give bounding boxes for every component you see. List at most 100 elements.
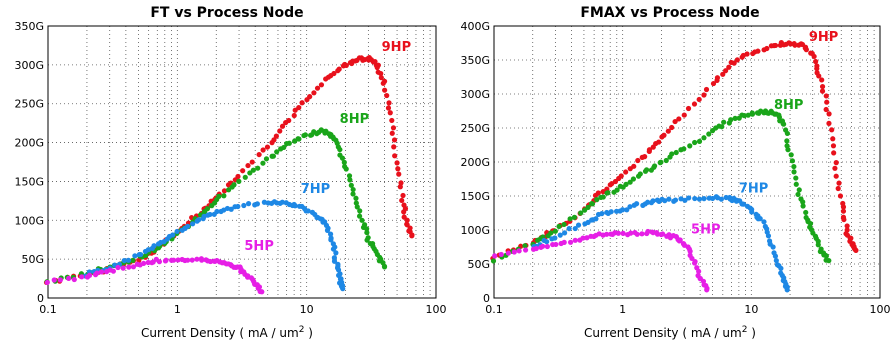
fmax-5hp-point (544, 243, 550, 250)
ft-plot-frame (47, 25, 437, 299)
ft-5hp-point (86, 272, 93, 278)
ft-8hp-point (204, 206, 211, 212)
fmax-8hp-point (589, 201, 596, 207)
fmax-8hp-point (796, 187, 802, 193)
ft-5hp-point (189, 257, 195, 263)
ft-y-tick-label: 300G (14, 59, 44, 72)
fmax-9hp-point (720, 71, 726, 77)
ft-9hp-point (245, 162, 251, 169)
fmax-x-tick-label: 10 (744, 303, 758, 316)
fmax-8hp-point (490, 258, 497, 264)
fmax-8hp-point (728, 117, 734, 123)
fmax-9hp-point (823, 106, 829, 113)
fmax-8hp-point (692, 139, 698, 146)
ft-9hp-point (264, 144, 271, 150)
ft-7hp-point (207, 211, 213, 218)
fmax-7hp-point (765, 233, 772, 239)
fmax-x-axis-label: Current Density ( mA / um2 ) (584, 325, 756, 340)
ft-x-tick-label: 10 (300, 303, 314, 316)
ft-7hp-point (190, 221, 196, 227)
fmax-y-tick-label: 400G (460, 20, 490, 33)
fmax-7hp-point (701, 196, 707, 202)
ft-9hp-point (307, 94, 313, 100)
ft-9hp-point (380, 80, 386, 86)
fmax-8hp-point (663, 157, 669, 164)
ft-8hp-point (381, 264, 388, 270)
ft-9hp-point (249, 159, 255, 165)
ft-7hp-point (185, 223, 191, 229)
ft-7hp-point (174, 228, 180, 235)
fmax-9hp-point (792, 42, 798, 48)
ft-8hp-point (130, 257, 136, 263)
ft-8hp-point (339, 155, 346, 161)
fmax-series-5hp (492, 228, 710, 293)
fmax-8hp-point (784, 138, 790, 144)
fmax-9hp-point (840, 208, 847, 214)
fmax-5hp-point (572, 237, 578, 243)
fmax-series-7hp (531, 194, 790, 293)
ft-7hp-point (241, 202, 247, 209)
ft-8hp-point (356, 213, 363, 219)
ft-x-tick-label: 0.1 (39, 303, 57, 316)
ft-8hp-point (255, 165, 261, 171)
fmax-9hp-point (823, 93, 829, 99)
ft-7hp-point (138, 251, 144, 258)
ft-8hp-point (286, 140, 292, 146)
fmax-8hp-point (749, 111, 756, 117)
fmax-8hp-point (600, 194, 606, 200)
fmax-7hp-point (784, 287, 790, 293)
ft-9hp-point (395, 166, 401, 172)
fmax-9hp-point (819, 83, 826, 90)
ft-7hp-point (228, 206, 234, 212)
ft-series-label-9hp: 9HP (382, 40, 411, 55)
ft-8hp-point (263, 156, 270, 162)
ft-series-5hp (44, 256, 265, 295)
fmax-9hp-point (701, 92, 707, 98)
fmax-8hp-point (651, 163, 658, 169)
ft-5hp-point (185, 257, 191, 263)
fmax-8hp-point (793, 181, 799, 187)
fmax-5hp-point (567, 239, 574, 245)
ft-5hp-point (51, 277, 57, 283)
fmax-8hp-point (643, 167, 650, 173)
fmax-9hp-point (816, 73, 822, 79)
ft-9hp-point (382, 87, 388, 93)
fmax-7hp-point (624, 207, 630, 213)
fmax-series-label-5hp: 5HP (691, 222, 720, 237)
fmax-7hp-point (593, 216, 599, 222)
fmax-9hp-point (840, 204, 847, 210)
fmax-8hp-point (623, 181, 629, 187)
ft-8hp-point (341, 159, 347, 165)
ft-8hp-point (364, 229, 370, 236)
fmax-8hp-point (673, 149, 679, 156)
fmax-7hp-point (692, 195, 698, 202)
ft-9hp-point (296, 105, 302, 111)
fmax-5hp-point (580, 235, 586, 241)
fmax-5hp-point (660, 231, 666, 237)
fmax-7hp-point (627, 204, 633, 210)
ft-9hp-point (314, 85, 321, 91)
ft-gridlines (48, 26, 436, 298)
ft-5hp-point (94, 270, 100, 276)
fmax-8hp-point (658, 159, 664, 165)
fmax-8hp-point (815, 242, 821, 248)
fmax-x-tick-label: 100 (870, 303, 891, 316)
ft-9hp-point (385, 105, 392, 111)
ft-9hp-point (260, 147, 266, 153)
fmax-5hp-point (505, 250, 511, 256)
ft-7hp-point (145, 247, 151, 253)
fmax-7hp-point (572, 225, 578, 232)
ft-8hp-point (270, 153, 277, 159)
ft-9hp-point (391, 137, 398, 143)
fmax-5hp-point (696, 268, 702, 275)
fmax-8hp-point (578, 210, 584, 216)
fmax-9hp-point (833, 173, 839, 179)
fmax-7hp-point (557, 232, 563, 238)
fmax-8hp-point (585, 204, 591, 210)
fmax-5hp-point (511, 249, 517, 255)
fmax-7hp-point (772, 253, 779, 259)
ft-9hp-point (386, 100, 392, 106)
ft-8hp-point (143, 252, 149, 259)
ft-5hp-point (130, 264, 137, 270)
fmax-7hp-point (773, 257, 779, 264)
